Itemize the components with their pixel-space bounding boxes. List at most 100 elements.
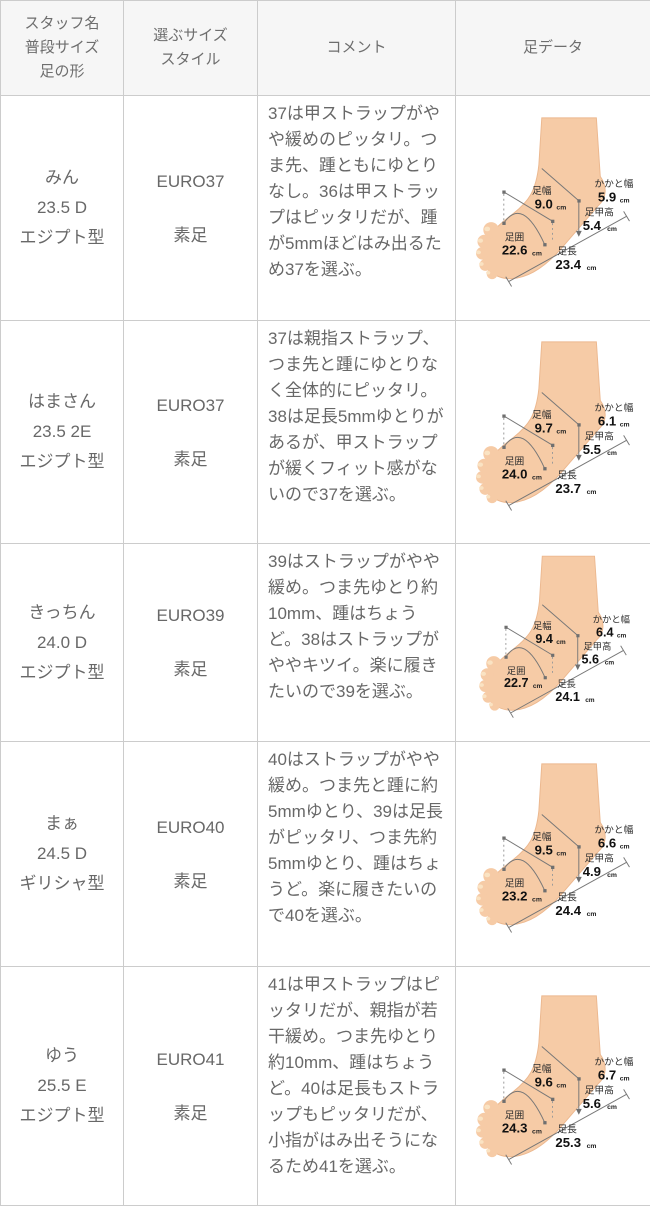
measurement-lines [502, 391, 630, 511]
foot-girth-label: 足囲 [505, 1109, 524, 1121]
comment-cell: 41は甲ストラップはピッタリだが、親指が若干緩め。つま先ゆとり約10mm、踵はち… [257, 966, 456, 1206]
unit-cm: cm [556, 204, 566, 211]
foot-heel-value: 6.7 [598, 1067, 616, 1082]
staff-cell: みん 23.5 D エジプト型 [0, 95, 124, 321]
table-row: きっちん 24.0 D エジプト型 EURO39 素足 39はストラップがやや緩… [0, 543, 650, 742]
foot-diagram: 足幅 9.6 cm かかと幅 6.7 cm 足甲高 5.6 cm 足囲 24.3… [476, 994, 634, 1165]
foot-instep-value: 5.4 [583, 217, 602, 232]
unit-cm: cm [620, 421, 630, 428]
foot-length-value: 25.3 [555, 1134, 581, 1149]
header-foot-data: 足データ [455, 0, 650, 96]
header-row: スタッフ名 普段サイズ 足の形 選ぶサイズ スタイル コメント 足データ [0, 0, 650, 96]
foot-length-label: 足長 [557, 245, 577, 257]
foot-girth-value: 22.6 [502, 242, 528, 257]
foot-width-label: 足幅 [532, 407, 552, 420]
unit-cm: cm [587, 1142, 597, 1149]
foot-width-value: 9.4 [535, 632, 553, 646]
foot-illustration [476, 762, 606, 925]
staff-cell: きっちん 24.0 D エジプト型 [0, 543, 124, 742]
foot-heel-value: 6.1 [598, 413, 616, 428]
unit-cm: cm [617, 632, 627, 639]
measurement-lines [502, 813, 630, 933]
unit-cm: cm [620, 843, 630, 850]
foot-heel-value: 6.4 [596, 625, 614, 639]
unit-cm: cm [607, 871, 617, 878]
foot-girth-value: 24.3 [502, 1120, 528, 1135]
foot-width-value: 9.6 [535, 1074, 553, 1089]
foot-girth-label: 足囲 [505, 455, 524, 467]
foot-data-cell: 足幅 9.5 cm かかと幅 6.6 cm 足甲高 4.9 cm 足囲 23.2… [455, 741, 650, 967]
foot-width-label: 足幅 [532, 829, 552, 842]
unit-cm: cm [556, 428, 566, 435]
unit-cm: cm [587, 488, 597, 495]
header-staff: スタッフ名 普段サイズ 足の形 [0, 0, 124, 96]
size-cell: EURO37 素足 [123, 320, 258, 544]
unit-cm: cm [532, 1128, 542, 1135]
foot-data-cell: 足幅 9.0 cm かかと幅 5.9 cm 足甲高 5.4 cm 足囲 22.6… [455, 95, 650, 321]
foot-girth-value: 23.2 [502, 888, 528, 903]
size-cell: EURO39 素足 [123, 543, 258, 742]
measurement-texts: 足幅 9.0 cm かかと幅 5.9 cm 足甲高 5.4 cm 足囲 22.6… [502, 177, 634, 272]
foot-width-label: 足幅 [532, 183, 552, 196]
unit-cm: cm [587, 264, 597, 271]
foot-instep-value: 5.5 [583, 441, 601, 456]
foot-illustration [479, 555, 604, 711]
foot-width-value: 9.7 [535, 420, 553, 435]
foot-heel-label: かかと幅 [594, 823, 633, 836]
foot-diagram: 足幅 9.7 cm かかと幅 6.1 cm 足甲高 5.5 cm 足囲 24.0… [476, 340, 634, 511]
unit-cm: cm [607, 1103, 617, 1110]
foot-heel-value: 6.6 [598, 835, 616, 850]
size-cell: EURO40 素足 [123, 741, 258, 967]
foot-illustration [476, 116, 606, 279]
foot-heel-value: 5.9 [598, 189, 616, 204]
measurement-texts: 足幅 9.7 cm かかと幅 6.1 cm 足甲高 5.5 cm 足囲 24.0… [502, 401, 634, 496]
foot-heel-label: かかと幅 [594, 401, 633, 414]
header-comment: コメント [257, 0, 456, 96]
foot-heel-label: かかと幅 [594, 1055, 633, 1068]
foot-width-value: 9.5 [535, 842, 553, 857]
foot-girth-label: 足囲 [507, 665, 526, 675]
table-row: まぁ 24.5 D ギリシャ型 EURO40 素足 40はストラップがやや緩め。… [0, 741, 650, 967]
foot-length-value: 24.1 [555, 689, 580, 703]
unit-cm: cm [605, 659, 615, 666]
size-cell: EURO41 素足 [123, 966, 258, 1206]
foot-illustration [476, 994, 606, 1157]
foot-instep-label: 足甲高 [585, 205, 614, 218]
foot-length-value: 24.4 [555, 902, 581, 917]
foot-girth-label: 足囲 [505, 877, 524, 889]
foot-girth-label: 足囲 [505, 231, 524, 243]
measurement-lines [502, 1045, 630, 1165]
foot-length-label: 足長 [557, 1123, 577, 1135]
measurement-texts: 足幅 9.4 cm かかと幅 6.4 cm 足甲高 5.6 cm 足囲 22.7… [504, 613, 630, 703]
foot-diagram: 足幅 9.5 cm かかと幅 6.6 cm 足甲高 4.9 cm 足囲 23.2… [476, 762, 634, 933]
comment-cell: 39はストラップがやや緩め。つま先ゆとり約10mm、踵はちょうど。38はストラッ… [257, 543, 456, 742]
foot-illustration [476, 340, 606, 503]
foot-length-value: 23.4 [555, 256, 581, 271]
unit-cm: cm [556, 1082, 566, 1089]
table-row: はまさん 23.5 2E エジプト型 EURO37 素足 37は親指ストラップ、… [0, 320, 650, 544]
foot-instep-value: 5.6 [583, 1095, 601, 1110]
unit-cm: cm [585, 696, 595, 703]
unit-cm: cm [556, 850, 566, 857]
size-cell: EURO37 素足 [123, 95, 258, 321]
table-row: ゆう 25.5 E エジプト型 EURO41 素足 41は甲ストラップはピッタリ… [0, 966, 650, 1206]
unit-cm: cm [532, 474, 542, 481]
foot-diagram: 足幅 9.4 cm かかと幅 6.4 cm 足甲高 5.6 cm 足囲 22.7… [479, 555, 630, 718]
unit-cm: cm [532, 250, 542, 257]
foot-instep-value: 4.9 [583, 863, 601, 878]
unit-cm: cm [532, 896, 542, 903]
measurement-lines [504, 603, 627, 718]
foot-instep-value: 5.6 [581, 652, 599, 666]
foot-data-cell: 足幅 9.7 cm かかと幅 6.1 cm 足甲高 5.5 cm 足囲 24.0… [455, 320, 650, 544]
foot-instep-label: 足甲高 [585, 429, 614, 442]
unit-cm: cm [620, 197, 630, 204]
foot-width-label: 足幅 [532, 1061, 552, 1074]
unit-cm: cm [620, 1075, 630, 1082]
comment-cell: 40はストラップがやや緩め。つま先と踵に約5mmゆとり、39は足長がピッタリ、つ… [257, 741, 456, 967]
foot-instep-label: 足甲高 [585, 851, 614, 864]
foot-instep-label: 足甲高 [583, 640, 611, 651]
measurement-texts: 足幅 9.6 cm かかと幅 6.7 cm 足甲高 5.6 cm 足囲 24.3… [502, 1055, 634, 1150]
comment-cell: 37は甲ストラップがやや緩めのピッタリ。つま先、踵ともにゆとりなし。36は甲スト… [257, 95, 456, 321]
measurement-texts: 足幅 9.5 cm かかと幅 6.6 cm 足甲高 4.9 cm 足囲 23.2… [502, 823, 634, 918]
